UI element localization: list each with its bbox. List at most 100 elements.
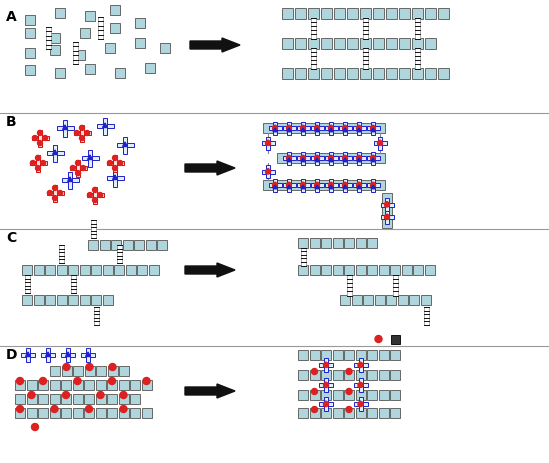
Circle shape [120,406,127,413]
Bar [424,265,434,275]
Bar [378,137,382,150]
Bar [415,18,420,38]
Circle shape [75,131,80,136]
Bar [107,380,117,390]
Circle shape [28,392,35,399]
Bar [344,350,354,360]
Polygon shape [301,125,305,130]
Bar [75,50,85,60]
Bar [142,380,152,390]
Bar [412,7,423,19]
Bar [91,295,101,305]
Bar [300,248,305,265]
Polygon shape [357,128,361,132]
Circle shape [86,363,93,370]
Bar [343,151,347,164]
Bar [356,408,366,418]
Bar [103,118,107,134]
Bar [261,169,274,174]
Bar [26,394,36,404]
Bar [98,17,103,39]
Circle shape [323,382,328,388]
Bar [347,68,358,79]
Bar [119,366,129,376]
Bar [283,156,295,160]
Bar [333,238,343,248]
Bar [356,265,366,275]
Bar [57,265,66,275]
Bar [380,215,394,219]
Circle shape [63,363,70,370]
Bar [324,358,328,372]
Circle shape [120,392,127,399]
Circle shape [41,161,46,165]
Bar [363,48,368,69]
FancyArrow shape [185,263,235,277]
Bar [66,348,70,362]
Polygon shape [301,185,305,189]
Bar [363,295,373,305]
Bar [123,137,127,154]
Circle shape [358,382,363,388]
Bar [367,390,377,400]
Bar [399,38,410,49]
Polygon shape [26,352,30,357]
Circle shape [272,182,277,188]
Polygon shape [46,352,51,357]
Circle shape [74,377,81,384]
Bar [346,275,351,295]
Polygon shape [357,125,361,130]
Bar [425,7,436,19]
Circle shape [53,195,58,200]
Bar [47,191,64,195]
Bar [85,366,94,376]
Circle shape [287,182,292,188]
Bar [296,126,310,130]
Bar [30,161,47,165]
Bar [390,390,400,400]
Bar [344,390,354,400]
Bar [122,240,132,250]
Bar [390,265,400,275]
Circle shape [346,369,352,375]
Bar [91,265,101,275]
Circle shape [371,156,376,161]
Polygon shape [122,142,127,146]
Bar [296,156,310,160]
Bar [277,153,287,163]
Bar [321,7,332,19]
Bar [343,121,347,134]
Circle shape [85,131,89,136]
Bar [88,150,92,167]
Bar [378,390,389,400]
Bar [103,265,113,275]
Bar [424,307,429,325]
Bar [356,238,366,248]
Bar [130,394,140,404]
Bar [311,183,323,187]
Polygon shape [371,182,376,187]
Bar [298,370,308,380]
Bar [287,151,291,164]
Bar [96,394,105,404]
Bar [49,380,59,390]
Bar [347,7,358,19]
Bar [25,48,35,58]
Polygon shape [287,185,291,189]
Polygon shape [357,182,361,187]
Bar [367,183,379,187]
Bar [38,394,48,404]
Polygon shape [358,401,363,406]
Bar [72,394,82,404]
Bar [367,156,379,160]
Polygon shape [65,352,70,357]
Bar [268,183,282,187]
Bar [72,380,82,390]
Circle shape [356,182,361,188]
Bar [375,180,385,190]
Bar [324,183,338,187]
Bar [50,33,60,43]
Bar [397,295,407,305]
Bar [357,151,361,164]
Circle shape [311,388,317,394]
